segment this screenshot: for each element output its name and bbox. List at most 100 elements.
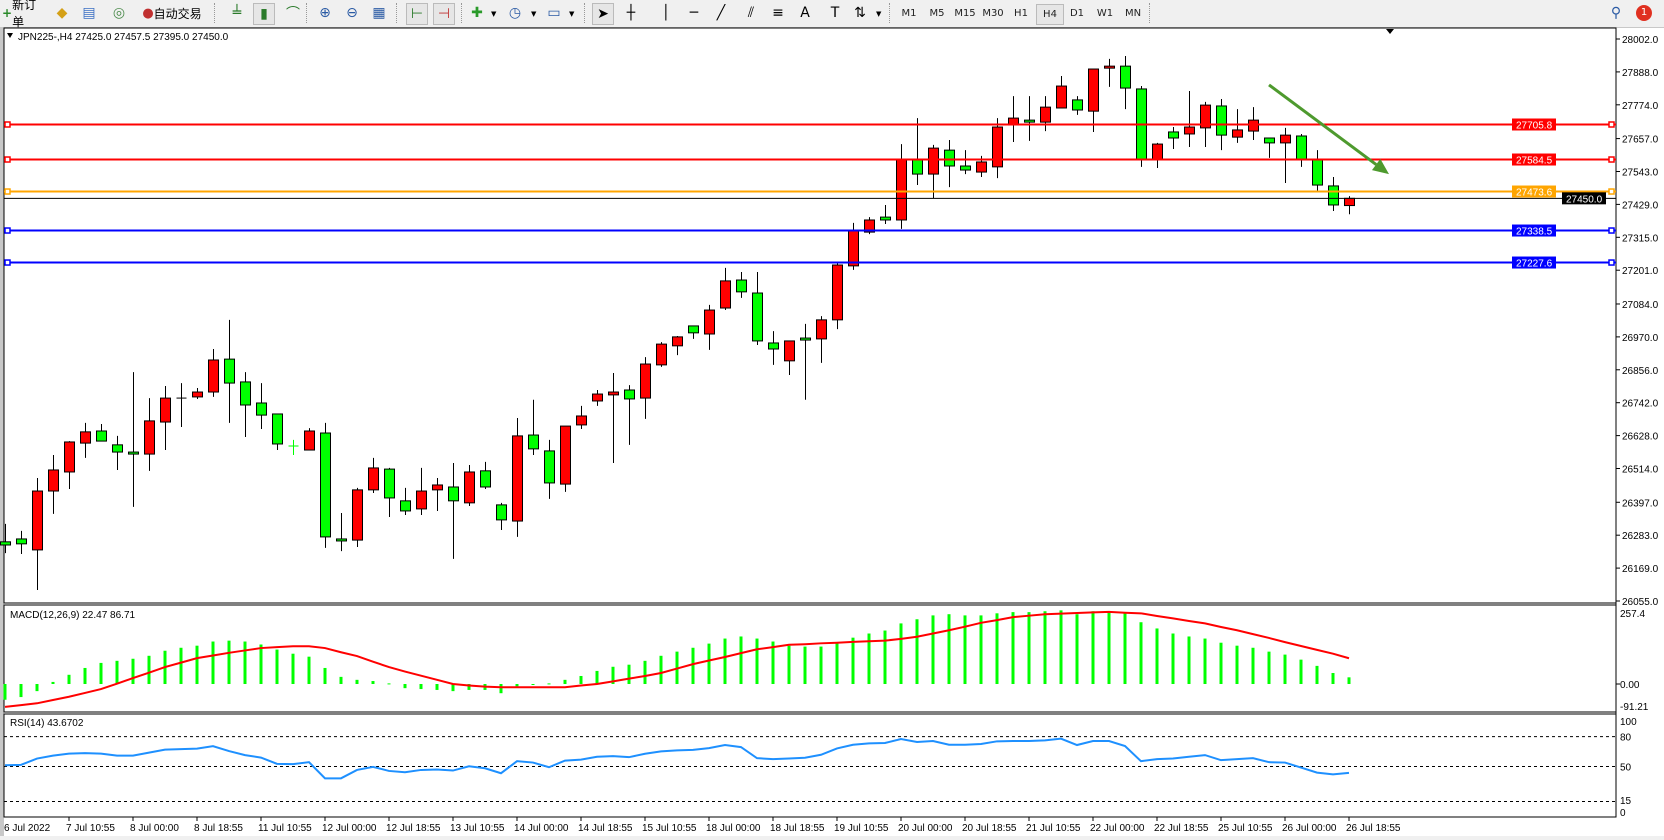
candle[interactable] — [256, 383, 267, 429]
horizontal-line[interactable] — [4, 188, 1616, 195]
timeframe-m5[interactable]: M5 — [929, 8, 945, 19]
periods-clock-icon[interactable]: ◷ — [508, 5, 522, 21]
candle[interactable] — [208, 349, 219, 397]
candle[interactable] — [672, 336, 683, 356]
line-anchor-handle[interactable] — [1608, 227, 1615, 234]
candle[interactable] — [576, 405, 587, 429]
candle[interactable] — [352, 487, 363, 548]
candle[interactable] — [1072, 96, 1083, 115]
line-anchor-handle[interactable] — [1608, 156, 1615, 163]
chevron-down-icon[interactable]: ▼ — [531, 10, 537, 18]
candle[interactable] — [496, 502, 507, 530]
equidistant-channel-icon[interactable]: ⫽ — [747, 5, 755, 21]
cursor-icon[interactable]: ➤ — [592, 3, 614, 25]
candle[interactable] — [464, 465, 475, 507]
crosshair-icon[interactable]: ┼ — [626, 5, 636, 21]
candle[interactable] — [112, 435, 123, 470]
zoom-in-icon[interactable]: ⊕ — [319, 5, 331, 21]
candlestick-chart-icon[interactable]: ▮ — [253, 3, 275, 25]
candle[interactable] — [880, 204, 891, 225]
signals-icon[interactable]: ◎ — [112, 5, 126, 21]
auto-trading-button[interactable]: ● 自动交易 — [142, 5, 202, 21]
line-anchor-handle[interactable] — [1608, 259, 1615, 266]
candle[interactable] — [624, 385, 635, 445]
candle[interactable] — [528, 399, 539, 455]
candle[interactable] — [1104, 58, 1115, 87]
trend-arrow-line[interactable] — [1268, 83, 1378, 166]
candle[interactable] — [1264, 137, 1275, 158]
candle[interactable] — [688, 325, 699, 339]
candle[interactable] — [1168, 127, 1179, 149]
candle[interactable] — [1136, 86, 1147, 167]
candle[interactable] — [560, 425, 571, 492]
candle[interactable] — [784, 340, 795, 375]
candle[interactable] — [736, 271, 747, 298]
candle[interactable] — [928, 144, 939, 199]
candle[interactable] — [752, 271, 763, 345]
candle[interactable] — [992, 118, 1003, 179]
chevron-down-icon[interactable]: ▼ — [491, 10, 497, 18]
candle[interactable] — [704, 304, 715, 350]
chevron-down-icon[interactable]: ▼ — [876, 10, 882, 18]
candle[interactable] — [1328, 176, 1339, 212]
arrows-icon[interactable]: ⇅ — [854, 5, 866, 21]
candle[interactable] — [32, 478, 43, 591]
timeframe-w1[interactable]: W1 — [1096, 8, 1114, 19]
candle[interactable] — [592, 389, 603, 406]
line-anchor-handle[interactable] — [4, 156, 11, 163]
candle[interactable] — [128, 372, 139, 507]
text-icon[interactable]: A — [800, 5, 810, 21]
symbol-menu-triangle-icon[interactable] — [7, 33, 13, 38]
candle[interactable] — [96, 424, 107, 442]
candle[interactable] — [80, 422, 91, 458]
chart-shift-icon[interactable]: ⊣ — [433, 3, 455, 25]
candle[interactable] — [160, 385, 171, 451]
candle[interactable] — [320, 422, 331, 548]
line-anchor-handle[interactable] — [4, 188, 11, 195]
candle[interactable] — [816, 316, 827, 363]
gold-bars-icon[interactable]: ◆ — [56, 5, 68, 21]
candle[interactable] — [0, 523, 11, 554]
trendline-icon[interactable]: ╱ — [716, 5, 726, 21]
line-anchor-handle[interactable] — [4, 227, 11, 234]
candle[interactable] — [176, 383, 187, 427]
candle[interactable] — [480, 461, 491, 490]
candle[interactable] — [944, 140, 955, 188]
text-label-icon[interactable]: T — [830, 5, 840, 21]
candle[interactable] — [64, 441, 75, 490]
autoscroll-icon[interactable]: ⊢ — [406, 3, 428, 25]
tile-windows-icon[interactable]: ▦ — [372, 5, 386, 21]
candle[interactable] — [1088, 68, 1099, 132]
market-watch-icon[interactable]: ▤ — [82, 5, 96, 21]
line-anchor-handle[interactable] — [1608, 121, 1615, 128]
candle[interactable] — [336, 512, 347, 552]
candle[interactable] — [144, 398, 155, 471]
candle[interactable] — [368, 457, 379, 494]
candle[interactable] — [240, 372, 251, 438]
timeframe-m15[interactable]: M15 — [954, 8, 976, 19]
candle[interactable] — [864, 217, 875, 235]
timeframe-mn[interactable]: MN — [1124, 8, 1142, 19]
timeframe-h1[interactable]: H1 — [1014, 8, 1028, 19]
bar-chart-icon[interactable]: ╧ — [232, 5, 242, 21]
candle[interactable] — [832, 262, 843, 330]
candle[interactable] — [1184, 90, 1195, 147]
candle[interactable] — [1120, 56, 1131, 110]
chevron-down-icon[interactable]: ▼ — [569, 10, 575, 18]
chart-shift-marker-icon[interactable] — [1386, 29, 1394, 34]
candle[interactable] — [48, 454, 59, 514]
candle[interactable] — [288, 439, 299, 455]
timeframe-d1[interactable]: D1 — [1069, 8, 1085, 19]
line-anchor-handle[interactable] — [1608, 188, 1615, 195]
candle[interactable] — [656, 342, 667, 367]
line-anchor-handle[interactable] — [4, 121, 11, 128]
indicators-icon[interactable]: ✚ — [471, 5, 483, 21]
candle[interactable] — [16, 530, 27, 554]
candle[interactable] — [608, 372, 619, 464]
horizontal-line[interactable] — [4, 227, 1616, 234]
horizontal-line[interactable] — [4, 121, 1616, 128]
candle[interactable] — [400, 487, 411, 515]
candle[interactable] — [544, 439, 555, 499]
candle[interactable] — [1024, 96, 1035, 141]
candle[interactable] — [1280, 127, 1291, 184]
